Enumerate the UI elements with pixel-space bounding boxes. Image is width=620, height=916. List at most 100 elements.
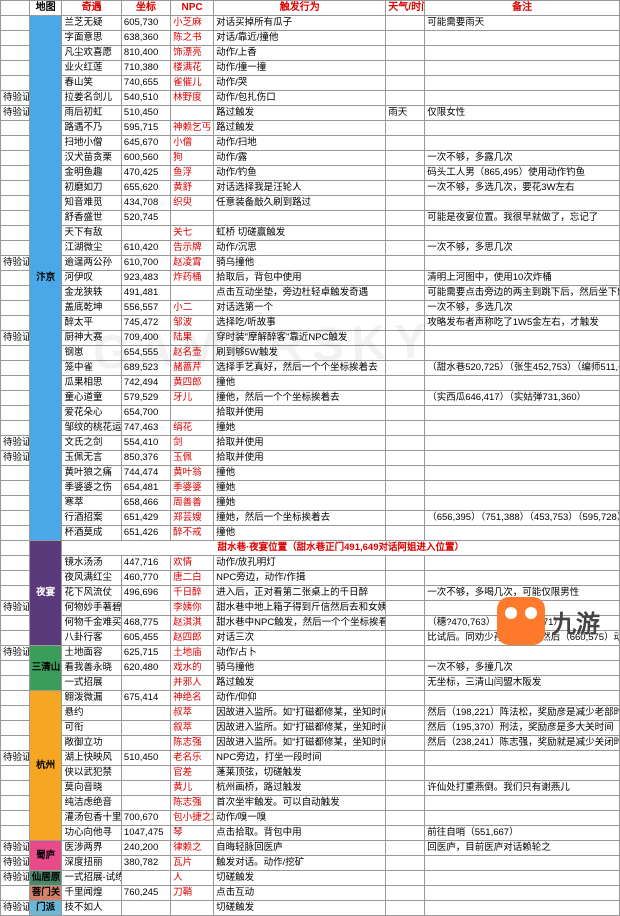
npc-cell: 土地庙: [171, 646, 214, 661]
npc-cell: 琴: [171, 826, 214, 841]
yz-cell: [1, 421, 30, 436]
yz-cell: [1, 361, 30, 376]
table-row: 江湖微尘610,420告示牌动作/沉思一次不够，多思几次: [1, 241, 620, 256]
zb-cell: [121, 766, 170, 781]
yz-cell: [1, 466, 30, 481]
table-row: 侠以武犯禁官差蓬莱顶弦，切磋触发: [1, 766, 620, 781]
npc-cell: 赭蔷芹: [171, 361, 214, 376]
npc-cell: 包小捷之发: [171, 811, 214, 826]
tq-cell: [386, 496, 425, 511]
bz-cell: [425, 556, 620, 571]
table-row: 爱花朵心654,700拾取并使用: [1, 406, 620, 421]
table-row: 待验证何物妙手著碧李姨你甜水巷中地上箱子得到斤信然后去和女姨拟对话: [1, 601, 620, 616]
qy-cell: 湖上快映风: [62, 751, 121, 766]
bz-cell: [425, 406, 620, 421]
npc-cell: 赵凌霄: [171, 256, 214, 271]
tq-cell: [386, 181, 425, 196]
cf-cell: 自晦轻脉回医庐: [214, 841, 386, 856]
npc-cell: 刀鞘: [171, 886, 214, 901]
zb-cell: [121, 871, 170, 886]
npc-cell: 小二: [171, 301, 214, 316]
bz-cell: 可能需要雨天: [425, 16, 620, 31]
table-row: 季婆婆之伤654,481季婆婆撞她: [1, 481, 620, 496]
table-row: 何物千金难买468,775赵淇淇甜水巷中NPC触发，然后一个个坐标挨看去（穗?4…: [1, 616, 620, 631]
npc-cell: 千日醉: [171, 586, 214, 601]
table-row: 待验证玉佩无言850,376玉佩拾取并使用: [1, 451, 620, 466]
cf-cell: 动作/放孔明灯: [214, 556, 386, 571]
yz-cell: [1, 61, 30, 76]
yz-cell: [1, 211, 30, 226]
yz-cell: [1, 631, 30, 646]
yz-cell: [1, 706, 30, 721]
bz-cell: 回医庐，目前医庐对话赖轮之: [425, 841, 620, 856]
cf-cell: 动作/扫地: [214, 136, 386, 151]
bz-cell: [425, 76, 620, 91]
zb-cell: 620,480: [121, 661, 170, 676]
bz-cell: [425, 751, 620, 766]
qy-cell: 夜风满红尘: [62, 571, 121, 586]
cf-cell: 撞他，然后一个个坐标挨着去: [214, 391, 386, 406]
tq-cell: [386, 286, 425, 301]
zb-cell: 540,510: [121, 91, 170, 106]
cf-cell: 触发对话。动作/挖矿: [214, 856, 386, 871]
table-row: 舒香盛世520,745可能是夜宴位置。我很早就做了，忘记了: [1, 211, 620, 226]
qy-cell: 一式招展: [62, 676, 121, 691]
qy-cell: 逾逞两公孙: [62, 256, 121, 271]
cf-cell: 撞他: [214, 466, 386, 481]
table-row: 菩门关千里闻煌760,245刀鞘点击互动: [1, 886, 620, 901]
yz-cell: [1, 571, 30, 586]
table-row: 邹纹的桃花运747,463绢花撞她: [1, 421, 620, 436]
table-row: 杭州翱泼微漏675,414神绝名动作/仰仰: [1, 691, 620, 706]
qy-cell: 瓜果相思: [62, 376, 121, 391]
bz-cell: [425, 691, 620, 706]
col-tianqi: 天气/时间: [386, 1, 425, 16]
cf-cell: 穿时装"摩解醉客"靠近NPC触发: [214, 331, 386, 346]
table-row: 行酒招案651,429郑芸嫂撞她，然后一个坐标挨着去（656,395）（751,…: [1, 511, 620, 526]
cf-cell: 骑乌撞他: [214, 661, 386, 676]
table-row: 盖底乾坤556,557小二对话选第一个一次不够，多选几次: [1, 301, 620, 316]
cf-cell: 进入后，正对看第二张桌上的千日醉: [214, 586, 386, 601]
table-row: 待验证蜀庐医涉两界240,200律赖之自晦轻脉回医庐回医庐，目前医庐对话赖轮之: [1, 841, 620, 856]
yz-cell: 待验证: [1, 901, 30, 916]
tq-cell: [386, 121, 425, 136]
zb-cell: 610,700: [121, 256, 170, 271]
tq-cell: [386, 16, 425, 31]
qy-cell: 何物千金难买: [62, 616, 121, 631]
qy-cell: 江湖微尘: [62, 241, 121, 256]
npc-cell: 小芝麻: [171, 16, 214, 31]
tq-cell: [386, 511, 425, 526]
qy-cell: 爱花朵心: [62, 406, 121, 421]
cf-cell: 路过触发: [214, 676, 386, 691]
npc-cell: 并邪人: [171, 676, 214, 691]
npc-cell: 陈志强: [171, 796, 214, 811]
cf-cell: 点击互动坐垫，旁边杜轻卓触发奇遇: [214, 286, 386, 301]
bz-cell: [425, 226, 620, 241]
yz-cell: 待验证: [1, 871, 30, 886]
qy-cell: 笼中雀: [62, 361, 121, 376]
qy-cell: 纯洁虑绝音: [62, 796, 121, 811]
table-row: 金明鱼趣470,425鱼浮动作/钓鱼码头工人男（865,495）使用动作钓鱼: [1, 166, 620, 181]
cf-cell: 对话/靠近/撞他: [214, 31, 386, 46]
tq-cell: [386, 226, 425, 241]
col-beizhu: 备注: [425, 1, 620, 16]
tq-cell: [386, 601, 425, 616]
qy-cell: 扫地小僧: [62, 136, 121, 151]
npc-cell: [171, 211, 214, 226]
npc-cell: 黄四郎: [171, 376, 214, 391]
bz-cell: [425, 331, 620, 346]
npc-cell: 陆果: [171, 331, 214, 346]
yz-cell: 待验证: [1, 256, 30, 271]
zb-cell: 460,770: [121, 571, 170, 586]
cf-cell: NPC旁边，动作/作揖: [214, 571, 386, 586]
bz-cell: 一次不够，多思几次: [425, 241, 620, 256]
npc-cell: 剑: [171, 436, 214, 451]
qy-cell: 河伊叹: [62, 271, 121, 286]
tq-cell: [386, 76, 425, 91]
table-row: 镜水汤汤447,716欢情动作/放孔明灯: [1, 556, 620, 571]
zb-cell: 605,455: [121, 631, 170, 646]
bz-cell: （甜水巷520,725）（张生452,753）（编师511,693）（李府君客5…: [425, 361, 620, 376]
cf-cell: 因故进入监所。如"打磁都修某，坐知时间如时间": [214, 721, 386, 736]
bz-cell: 一次不够，多选几次: [425, 301, 620, 316]
npc-cell: [171, 286, 214, 301]
yz-cell: 待验证: [1, 436, 30, 451]
